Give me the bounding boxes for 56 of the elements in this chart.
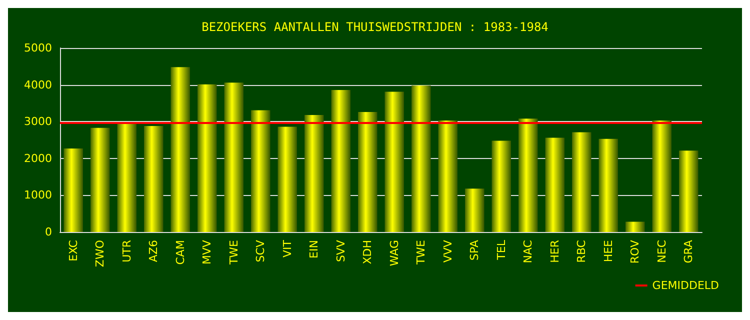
chart-title: BEZOEKERS AANTALLEN THUISWEDSTRIJDEN : 1983-1984 xyxy=(202,20,548,34)
bar xyxy=(64,148,84,232)
x-tick-label: WAG xyxy=(388,240,401,266)
y-tick-label: 1000 xyxy=(24,188,52,202)
x-tick-label: HEE xyxy=(602,240,615,262)
x-tick-label: UTR xyxy=(120,240,134,262)
y-tick-label: 5000 xyxy=(24,42,52,54)
x-tick-label: HER xyxy=(548,240,562,263)
bar xyxy=(224,82,244,232)
x-tick-label: SCV xyxy=(254,240,268,262)
bar xyxy=(464,188,484,232)
bar xyxy=(492,140,512,232)
bar xyxy=(678,150,698,232)
bar xyxy=(652,120,672,232)
bar xyxy=(384,92,404,232)
x-tick-label: MVV xyxy=(200,240,214,265)
bar xyxy=(438,120,458,232)
y-tick-label: 2000 xyxy=(24,152,52,165)
bar xyxy=(545,138,565,232)
bar xyxy=(278,126,298,232)
bar xyxy=(90,128,110,232)
bar xyxy=(250,110,270,232)
x-tick-label: TWE xyxy=(414,240,428,266)
x-tick-label: RBC xyxy=(575,240,588,263)
legend-label: GEMIDDELD xyxy=(652,279,720,292)
x-tick-label: CAM xyxy=(174,240,187,265)
bar xyxy=(331,90,351,232)
x-tick-label: NEC xyxy=(655,240,668,263)
x-tick-label: NAC xyxy=(522,240,535,264)
y-tick-label: 0 xyxy=(45,226,52,238)
y-tick-label: 4000 xyxy=(24,78,52,92)
bar xyxy=(518,118,538,232)
bar xyxy=(625,222,645,232)
x-tick-label: TEL xyxy=(494,239,508,261)
bar xyxy=(170,67,190,232)
x-tick-label: VIT xyxy=(280,240,294,258)
x-tick-label: EXC xyxy=(66,240,80,262)
x-tick-label: ROV xyxy=(628,240,642,264)
x-tick-label: AZ6 xyxy=(147,240,160,262)
x-tick-label: VVV xyxy=(441,240,454,263)
bar xyxy=(572,132,592,232)
bar xyxy=(304,114,324,232)
x-tick-label: SPA xyxy=(468,240,482,260)
bar xyxy=(598,138,618,232)
x-tick-label: XDH xyxy=(361,240,374,264)
x-tick-label: EIN xyxy=(308,240,321,258)
y-tick-label: 3000 xyxy=(24,115,52,128)
bar xyxy=(197,84,217,232)
x-tick-label: GRA xyxy=(682,240,696,264)
bar xyxy=(144,126,164,232)
x-tick-label: SVV xyxy=(334,240,348,262)
bar xyxy=(117,122,137,232)
x-tick-label: TWE xyxy=(227,240,240,266)
bar xyxy=(358,112,378,232)
x-tick-label: ZWO xyxy=(94,240,107,268)
bar xyxy=(411,86,431,232)
